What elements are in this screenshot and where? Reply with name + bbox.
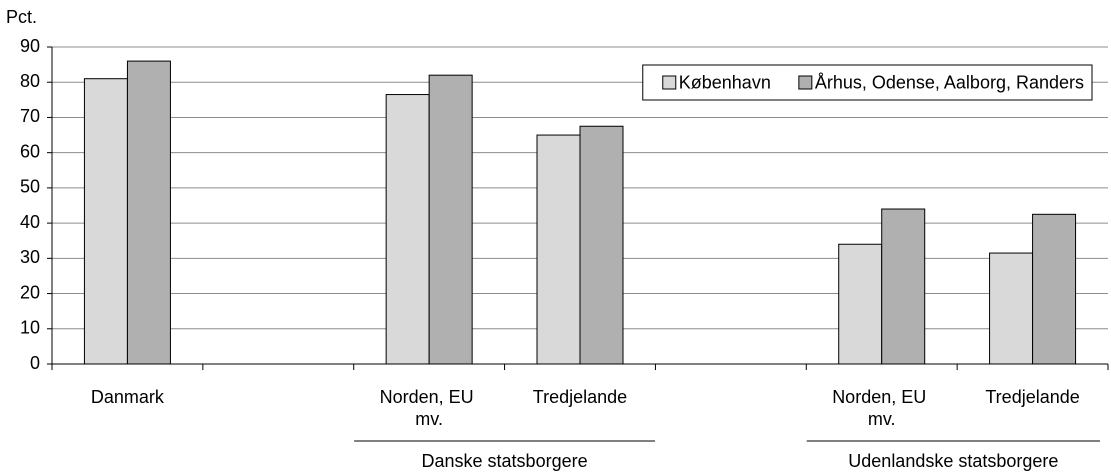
y-tick-label: 0	[30, 353, 40, 373]
y-tick-label: 70	[20, 106, 40, 126]
y-tick-label: 40	[20, 212, 40, 232]
x-tick-label: Norden, EU mv.	[380, 387, 479, 429]
y-tick-label: 20	[20, 282, 40, 302]
bar	[83, 78, 128, 365]
bar	[536, 134, 581, 365]
legend-label: København	[679, 72, 771, 92]
legend: København Århus, Odense, Aalborg, Randers	[642, 64, 1093, 101]
legend-swatch	[798, 75, 813, 90]
bar	[385, 94, 430, 365]
legend-box	[642, 64, 1093, 101]
y-axis-label: Pct.	[6, 7, 37, 27]
y-tick-label: 10	[20, 318, 40, 338]
x-tick-label: Danmark	[91, 387, 165, 407]
group-label: Udenlandske statsborgere	[848, 451, 1058, 471]
legend-swatch	[662, 75, 677, 90]
bar	[1032, 213, 1077, 365]
legend-label: Århus, Odense, Aalborg, Randers	[815, 72, 1084, 92]
x-tick-label: Tredjelande	[533, 387, 627, 407]
y-tick-label: 90	[20, 36, 40, 56]
bar	[989, 252, 1034, 365]
x-tick-label: Tredjelande	[985, 387, 1079, 407]
y-tick-label: 50	[20, 177, 40, 197]
bar	[838, 243, 883, 365]
y-tick-label: 60	[20, 141, 40, 161]
bar	[126, 60, 171, 365]
y-tick-label: 30	[20, 247, 40, 267]
bar	[579, 125, 624, 365]
group-label: Danske statsborgere	[422, 451, 588, 471]
y-tick-label: 80	[20, 71, 40, 91]
x-tick-label: Norden, EU mv.	[832, 387, 931, 429]
bar	[428, 74, 473, 365]
bar	[881, 208, 926, 365]
